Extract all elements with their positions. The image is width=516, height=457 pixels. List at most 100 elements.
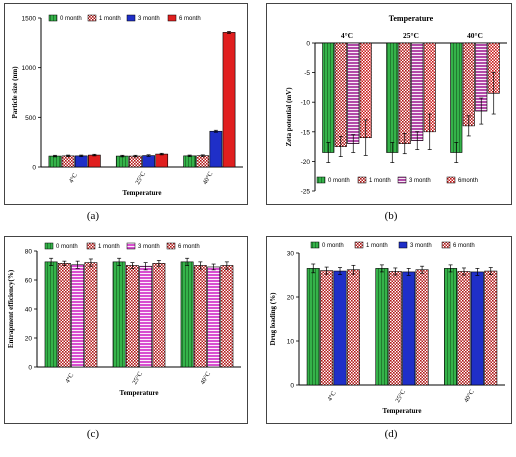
- x-tick-label: 4°C: [341, 31, 353, 40]
- y-tick-label: 0: [306, 41, 310, 48]
- y-tick-label: -20: [301, 159, 311, 166]
- y-axis-label: Particle size (nm): [11, 66, 19, 119]
- x-axis-label: Temperature: [120, 389, 159, 397]
- chart-c-svg: 0 20 40 60 80 Entrapment efficiency(%) 4°C 25°C…: [7, 242, 241, 397]
- legend-swatch: [44, 242, 54, 250]
- chart-panel-b: Temperature 0 -5 -10 -15 -20 -25 Zeta potential…: [266, 3, 512, 205]
- legend-label: 3 month: [138, 16, 160, 22]
- x-tick-label: 25°C: [131, 371, 144, 386]
- bar-c-0-2: [180, 261, 194, 368]
- y-tick-label: 10: [287, 339, 295, 346]
- bar-a-3-0: [87, 154, 101, 168]
- legend-label: 6 month: [453, 243, 475, 249]
- y-tick-label: 0: [32, 165, 36, 172]
- y-tick-label: 1000: [22, 65, 37, 72]
- x-tick-label: 4°C: [64, 372, 75, 384]
- legend-swatch: [126, 242, 136, 250]
- y-tick-label: 0: [290, 383, 294, 390]
- x-axis-label: Temperature: [123, 189, 162, 197]
- legend-label: 0 month: [328, 178, 350, 184]
- x-axis-label: Temperature: [383, 407, 422, 415]
- legend-swatch: [167, 14, 177, 22]
- chart-panel-a: 0 500 1000 1500 Particle size (nm) 4°C 25°C 40°…: [4, 3, 248, 205]
- legend-swatch: [166, 242, 176, 250]
- y-tick-label: 0: [28, 365, 32, 372]
- legend-label: 1 month: [366, 243, 388, 249]
- x-tick-label: 40°C: [199, 371, 212, 386]
- y-axis-label: Drug loading (%): [269, 292, 277, 346]
- bar-a-0-2: [183, 155, 197, 168]
- y-tick-label: 30: [287, 251, 295, 258]
- bar-c-3-1: [152, 263, 166, 368]
- legend-label: 6month: [458, 178, 478, 184]
- legend-swatch: [354, 241, 364, 249]
- caption-c: (c): [86, 428, 100, 440]
- legend-swatch: [397, 176, 407, 184]
- x-tick-label: 25°C: [394, 389, 407, 404]
- y-tick-label: -5: [304, 70, 310, 77]
- bar-a-1-1: [129, 155, 142, 168]
- y-axis-label: Zeta potential (mV): [285, 87, 293, 147]
- legend-label: 1 month: [98, 244, 120, 250]
- y-tick-label: 40: [25, 307, 33, 314]
- bar-b-1-0: [334, 42, 347, 147]
- bar-a-1-2: [196, 155, 210, 168]
- x-tick-label: 40°C: [467, 31, 483, 40]
- legend-swatch: [310, 241, 320, 249]
- legend-label: 0 month: [56, 244, 78, 250]
- bar-a-2-0: [74, 155, 88, 168]
- bar-d-2-2: [470, 271, 484, 386]
- bar-c-2-0: [71, 264, 85, 368]
- bar-d-0-1: [375, 268, 389, 386]
- y-tick-label: 500: [25, 115, 36, 122]
- bar-c-1-0: [57, 263, 71, 368]
- legend-swatch: [446, 176, 456, 184]
- legend-swatch: [357, 176, 367, 184]
- bar-a-0-1: [115, 155, 129, 168]
- bar-a-0-0: [48, 155, 62, 168]
- y-tick-label: -10: [301, 100, 311, 107]
- y-tick-label: 20: [25, 336, 33, 343]
- legend-swatch: [398, 241, 408, 249]
- bar-c-2-2: [207, 266, 221, 368]
- legend-label: 1 month: [99, 16, 121, 22]
- caption-b: (b): [384, 210, 398, 222]
- chart-b-svg: Temperature 0 -5 -10 -15 -20 -25 Zeta potential…: [285, 14, 507, 196]
- x-tick-label: 4°C: [326, 390, 337, 402]
- bar-d-0-2: [444, 268, 458, 386]
- bar-a-3-1: [155, 153, 169, 168]
- bar-b-0-1: [386, 42, 399, 153]
- legend-swatch: [316, 176, 326, 184]
- bar-a-1-0: [61, 155, 75, 168]
- bar-d-1-1: [388, 271, 402, 386]
- y-tick-label: 60: [25, 278, 33, 285]
- bar-c-1-1: [125, 265, 139, 368]
- chart-panel-c: 0 20 40 60 80 Entrapment efficiency(%) 4°C 25°C…: [4, 236, 248, 424]
- bar-d-3-1: [415, 269, 429, 386]
- bar-b-0-2: [450, 42, 463, 153]
- x-tick-label: 25°C: [134, 171, 147, 186]
- bar-a-2-1: [142, 155, 155, 168]
- bar-b-0-0: [322, 42, 335, 153]
- bar-c-1-2: [193, 265, 207, 368]
- chart-panel-d: 0 10 20 30 Drug loading (%) 4°C 25°C 40°C Temper…: [266, 236, 512, 424]
- legend-label: 3 month: [410, 243, 432, 249]
- y-tick-label: -25: [301, 189, 311, 196]
- x-tick-label: 25°C: [403, 31, 419, 40]
- x-tick-label: 40°C: [202, 171, 215, 186]
- legend-label: 6 month: [179, 16, 201, 22]
- bar-d-0-0: [306, 268, 320, 386]
- x-tick-label: 4°C: [68, 172, 79, 184]
- bar-a-2-2: [209, 130, 223, 168]
- bar-a-3-2: [222, 32, 236, 168]
- y-tick-label: 20: [287, 295, 295, 302]
- bar-b-1-2: [462, 42, 475, 127]
- caption-a: (a): [86, 210, 100, 222]
- y-axis-label: Entrapment efficiency(%): [7, 269, 15, 348]
- legend-label: 1 month: [369, 178, 391, 184]
- caption-d: (d): [384, 428, 398, 440]
- bar-d-2-0: [333, 270, 347, 386]
- y-tick-label: 1500: [22, 16, 37, 23]
- bar-c-3-0: [84, 262, 98, 368]
- bar-d-1-0: [320, 270, 334, 386]
